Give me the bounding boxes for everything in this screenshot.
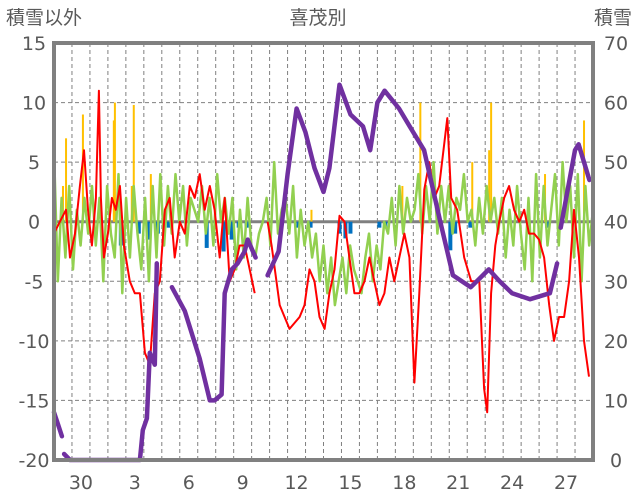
- left-tick-label: -15: [18, 390, 49, 412]
- right-tick-label: 70: [604, 33, 628, 55]
- negative-bar: [308, 221, 313, 228]
- left-tick-label: -5: [25, 271, 44, 293]
- precip-bar: [112, 120, 115, 222]
- chart-title: 喜茂別: [289, 7, 346, 29]
- left-tick-label: 0: [28, 212, 40, 234]
- right-tick-label: 20: [604, 331, 628, 353]
- x-tick-label: 18: [392, 472, 416, 494]
- series-green-line: [52, 150, 595, 307]
- right-tick-label: 60: [604, 93, 628, 115]
- negative-bar: [204, 221, 209, 248]
- negative-bar: [229, 221, 234, 240]
- negative-bar: [468, 221, 473, 228]
- x-tick-label: 27: [554, 472, 578, 494]
- x-tick-label: 12: [284, 472, 308, 494]
- negative-bar: [166, 221, 171, 228]
- left-tick-label: -10: [18, 331, 49, 353]
- right-tick-label: 40: [604, 212, 628, 234]
- precip-bar: [471, 162, 474, 222]
- left-tick-label: 10: [22, 93, 46, 115]
- left-tick-label: 5: [28, 152, 40, 174]
- right-tick-label: 50: [604, 152, 628, 174]
- negative-bar: [453, 221, 458, 234]
- series-lines: [51, 82, 595, 463]
- precip-bar: [419, 102, 422, 222]
- negative-bar: [448, 221, 453, 251]
- precip-bar: [113, 102, 116, 222]
- right-tick-label: 10: [604, 390, 628, 412]
- plot-frame: [52, 41, 595, 462]
- precip-bar: [583, 120, 586, 222]
- x-tick-label: 3: [129, 472, 141, 494]
- plot-border: [52, 41, 595, 462]
- precip-bar: [490, 102, 493, 222]
- precip-bar: [488, 150, 491, 222]
- right-tick-label: 0: [610, 450, 622, 472]
- precip-bar: [65, 138, 68, 222]
- snow-depth-line: [51, 82, 592, 463]
- x-tick-label: 21: [446, 472, 470, 494]
- x-tick-label: 15: [338, 472, 362, 494]
- left-tick-label: -20: [18, 450, 49, 472]
- x-tick-label: 6: [183, 472, 195, 494]
- precip-bar: [149, 174, 152, 222]
- left-axis-label: 積雪以外: [6, 7, 82, 29]
- right-tick-label: 30: [604, 271, 628, 293]
- right-axis-label: 積雪: [594, 7, 632, 29]
- precip-bar: [132, 104, 135, 222]
- x-tick-label: 30: [69, 472, 93, 494]
- x-tick-label: 9: [237, 472, 249, 494]
- negative-bar: [221, 221, 226, 252]
- negative-bar: [377, 221, 382, 228]
- left-tick-label: 15: [22, 33, 46, 55]
- negative-bar: [136, 221, 141, 234]
- precip-bar: [310, 209, 313, 222]
- precip-bar: [401, 185, 404, 222]
- negative-bar: [337, 221, 342, 234]
- x-tick-label: 24: [500, 472, 524, 494]
- negative-bar: [348, 221, 353, 234]
